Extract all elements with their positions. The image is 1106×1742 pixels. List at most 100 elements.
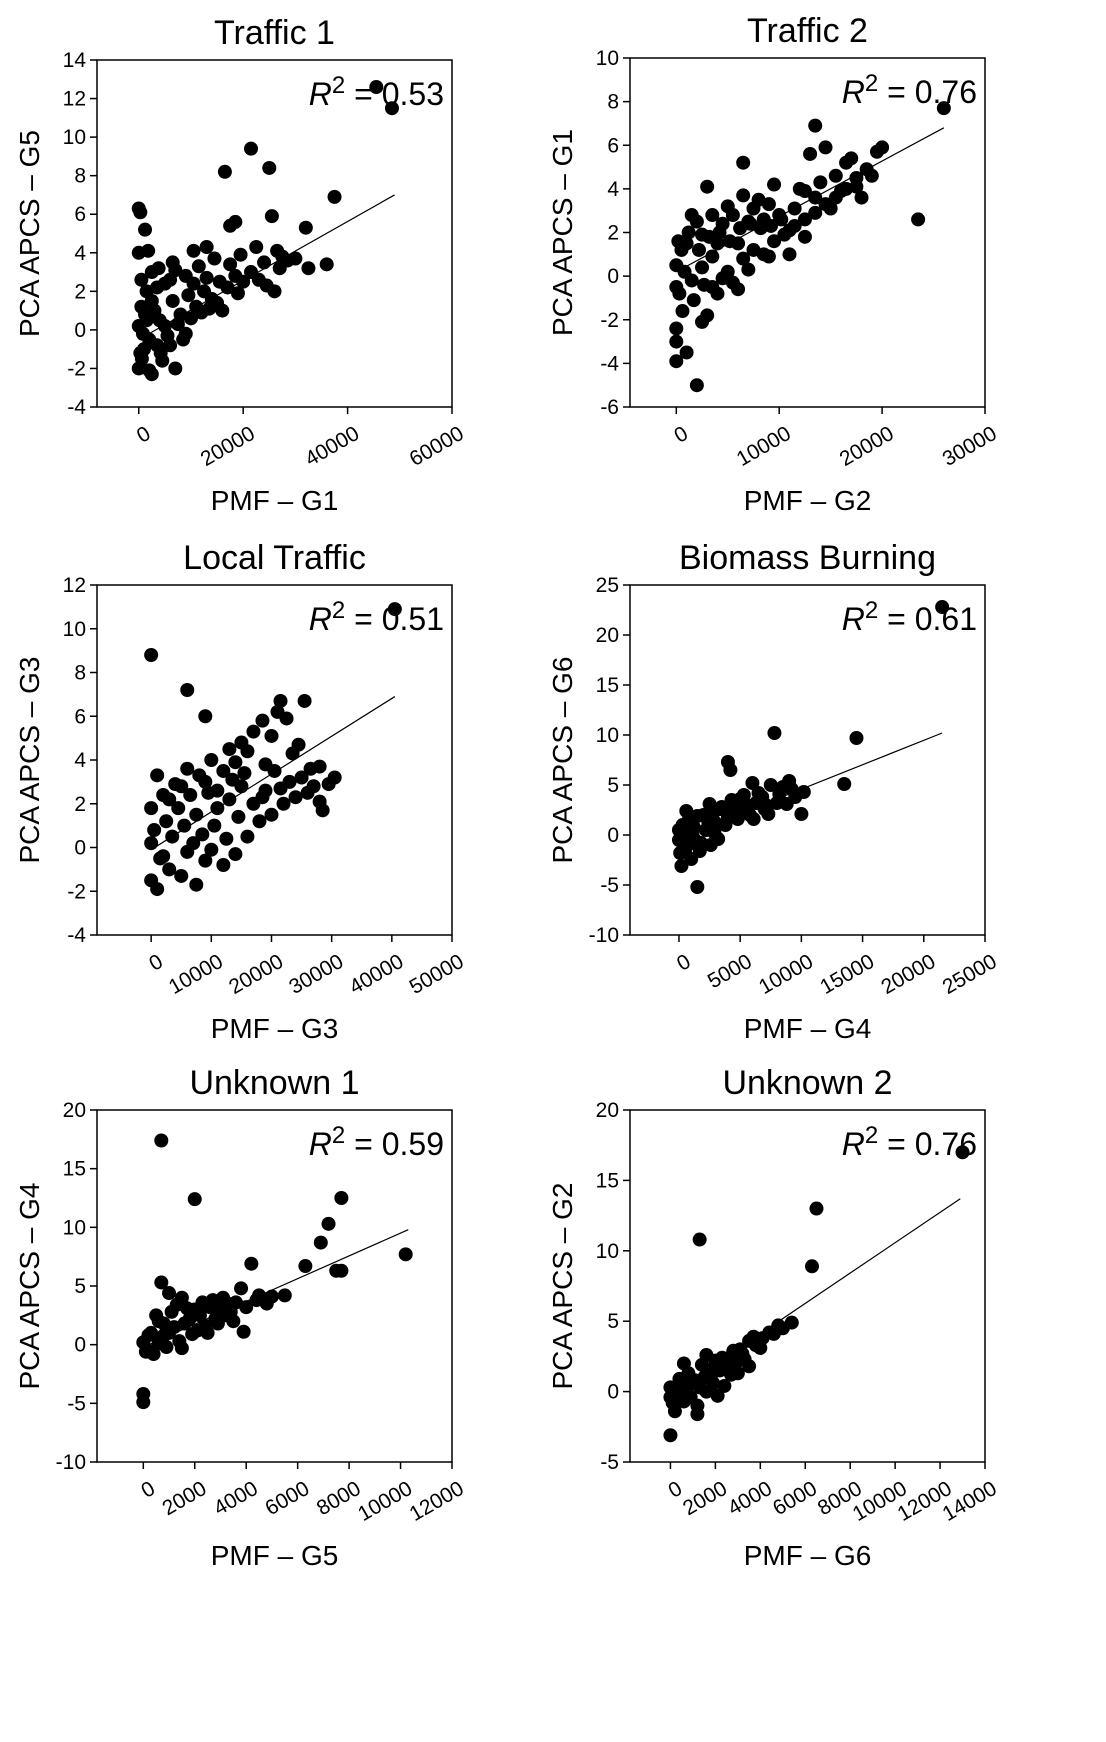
data-point (384, 101, 399, 116)
data-point (170, 317, 185, 332)
data-point (687, 833, 702, 847)
x-tick-label: 60000 (406, 422, 468, 471)
y-tick-label: 10 (596, 47, 619, 70)
r-squared-symbol: R (842, 74, 865, 110)
data-point (839, 155, 854, 170)
data-point (174, 868, 189, 883)
y-tick-label: -5 (600, 874, 619, 897)
data-point (180, 844, 195, 859)
data-point (936, 101, 951, 116)
x-tick-label: 20000 (225, 950, 287, 999)
x-axis-label: PMF – G1 (211, 485, 339, 516)
data-point (679, 345, 694, 360)
data-point (150, 280, 165, 295)
data-point (731, 282, 746, 297)
data-point (249, 239, 264, 254)
data-point (679, 804, 694, 818)
y-tick-label: 25 (596, 574, 619, 597)
y-tick-label: -10 (56, 1451, 86, 1474)
data-point (684, 208, 699, 223)
data-point (689, 378, 704, 393)
data-point (777, 227, 792, 242)
data-point (294, 770, 309, 785)
data-point (234, 1281, 249, 1296)
y-axis-label: PCA APCS – G2 (547, 1183, 578, 1390)
panel-title: Traffic 1 (214, 14, 335, 52)
data-point (259, 1296, 274, 1311)
y-tick-label: 4 (74, 749, 86, 772)
data-point (133, 205, 148, 220)
y-tick-label: 8 (607, 91, 619, 114)
data-point (183, 788, 198, 802)
data-point (779, 797, 794, 811)
data-point (746, 1329, 761, 1344)
data-point (674, 859, 689, 873)
r-squared-exponent: 2 (332, 597, 345, 624)
r-squared-annotation: R2 = 0.61 (842, 597, 977, 637)
y-tick-label: 4 (74, 242, 86, 265)
data-point (198, 709, 213, 724)
data-point (828, 168, 843, 183)
x-tick-label: 15000 (816, 950, 878, 999)
data-point (869, 144, 884, 159)
data-point (724, 1367, 739, 1382)
data-point (264, 728, 279, 743)
data-point (741, 262, 756, 277)
y-tick-label: 12 (63, 574, 86, 597)
y-tick-label: 10 (63, 618, 86, 641)
data-point (736, 188, 751, 203)
data-point (736, 251, 751, 266)
y-tick-label: 10 (63, 1216, 86, 1239)
data-point (712, 225, 727, 240)
x-tick-label: 40000 (345, 950, 407, 999)
data-point (792, 181, 807, 196)
data-point (298, 220, 313, 235)
data-point (297, 693, 312, 708)
data-point (808, 205, 823, 220)
data-point (225, 772, 240, 787)
data-point (854, 190, 869, 205)
data-point (277, 1288, 292, 1303)
y-tick-label: 5 (607, 1310, 619, 1333)
data-point (141, 1328, 156, 1343)
data-point (228, 847, 243, 862)
data-point (144, 293, 159, 308)
y-axis-label: PCA APCS – G1 (547, 129, 578, 336)
y-axis-label: PCA APCS – G5 (14, 130, 45, 337)
data-point (162, 1286, 177, 1301)
y-tick-label: 14 (63, 49, 87, 72)
data-point (219, 831, 234, 846)
r-squared-exponent: 2 (332, 1122, 345, 1149)
data-point (144, 367, 159, 382)
panel-title: Biomass Burning (679, 539, 936, 577)
r-squared-value: = 0.59 (345, 1126, 444, 1162)
y-tick-label: -6 (600, 396, 619, 419)
data-point (288, 251, 303, 266)
y-tick-label: 8 (74, 165, 86, 188)
x-tick-label: 6000 (769, 1477, 821, 1520)
data-point (718, 818, 733, 832)
data-point (199, 239, 214, 254)
y-tick-label: 10 (63, 126, 86, 149)
data-point (745, 776, 760, 790)
x-tick-label: 30000 (939, 422, 1001, 471)
x-axis-label: PMF – G4 (744, 1013, 872, 1044)
data-point (774, 212, 789, 227)
data-point (369, 79, 384, 94)
data-point (955, 1145, 970, 1160)
data-point (334, 1263, 349, 1278)
x-axis-label: PMF – G6 (744, 1540, 872, 1571)
y-axis-label: PCA APCS – G6 (547, 657, 578, 864)
data-point (210, 783, 225, 798)
data-point (690, 880, 705, 894)
data-point (163, 338, 178, 353)
data-point (717, 1378, 732, 1393)
r-squared-symbol: R (842, 1126, 865, 1162)
x-tick-label: 0 (137, 1477, 159, 1503)
x-tick-label: 25000 (939, 950, 1001, 999)
data-point (710, 286, 725, 301)
y-tick-label: 2 (607, 222, 619, 245)
data-point (935, 600, 950, 614)
data-point (276, 796, 291, 811)
